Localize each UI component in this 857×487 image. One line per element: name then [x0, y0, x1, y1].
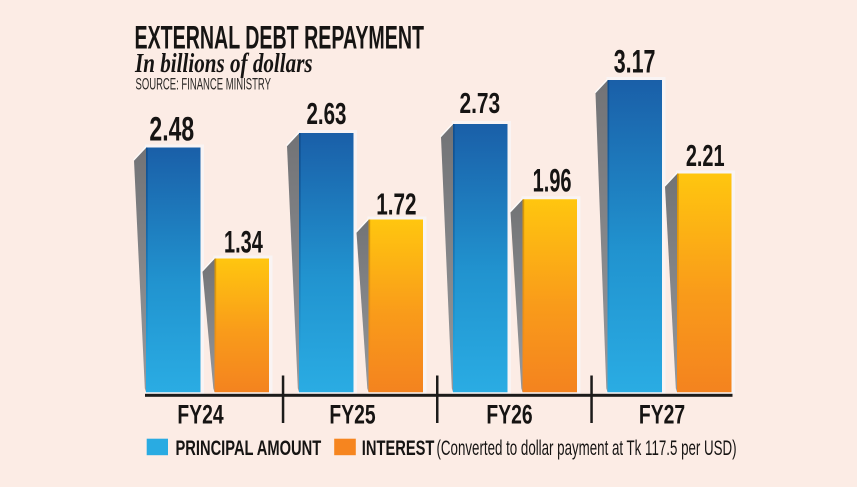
svg-text:2.48: 2.48 — [149, 111, 194, 149]
svg-text:PRINCIPAL AMOUNT: PRINCIPAL AMOUNT — [176, 435, 322, 460]
svg-text:FY25: FY25 — [329, 399, 375, 429]
svg-text:FY26: FY26 — [486, 399, 532, 429]
svg-text:2.21: 2.21 — [686, 137, 725, 173]
svg-text:2.73: 2.73 — [459, 88, 500, 120]
svg-text:EXTERNAL DEBT REPAYMENT: EXTERNAL DEBT REPAYMENT — [135, 20, 424, 56]
svg-text:In billions of dollars: In billions of dollars — [134, 49, 313, 79]
svg-text:1.34: 1.34 — [224, 224, 263, 260]
svg-text:INTEREST: INTEREST — [362, 435, 435, 460]
svg-text:2.63: 2.63 — [307, 98, 347, 131]
svg-text:1.72: 1.72 — [376, 186, 416, 221]
svg-text:FY27: FY27 — [639, 399, 685, 429]
svg-text:FY24: FY24 — [177, 399, 223, 429]
svg-text:(Converted to dollar payment a: (Converted to dollar payment at Tk 117.5… — [437, 436, 737, 460]
svg-text:1.96: 1.96 — [533, 163, 572, 199]
svg-text:SOURCE: FINANCE MINISTRY: SOURCE: FINANCE MINISTRY — [136, 75, 271, 93]
svg-text:3.17: 3.17 — [614, 43, 656, 79]
